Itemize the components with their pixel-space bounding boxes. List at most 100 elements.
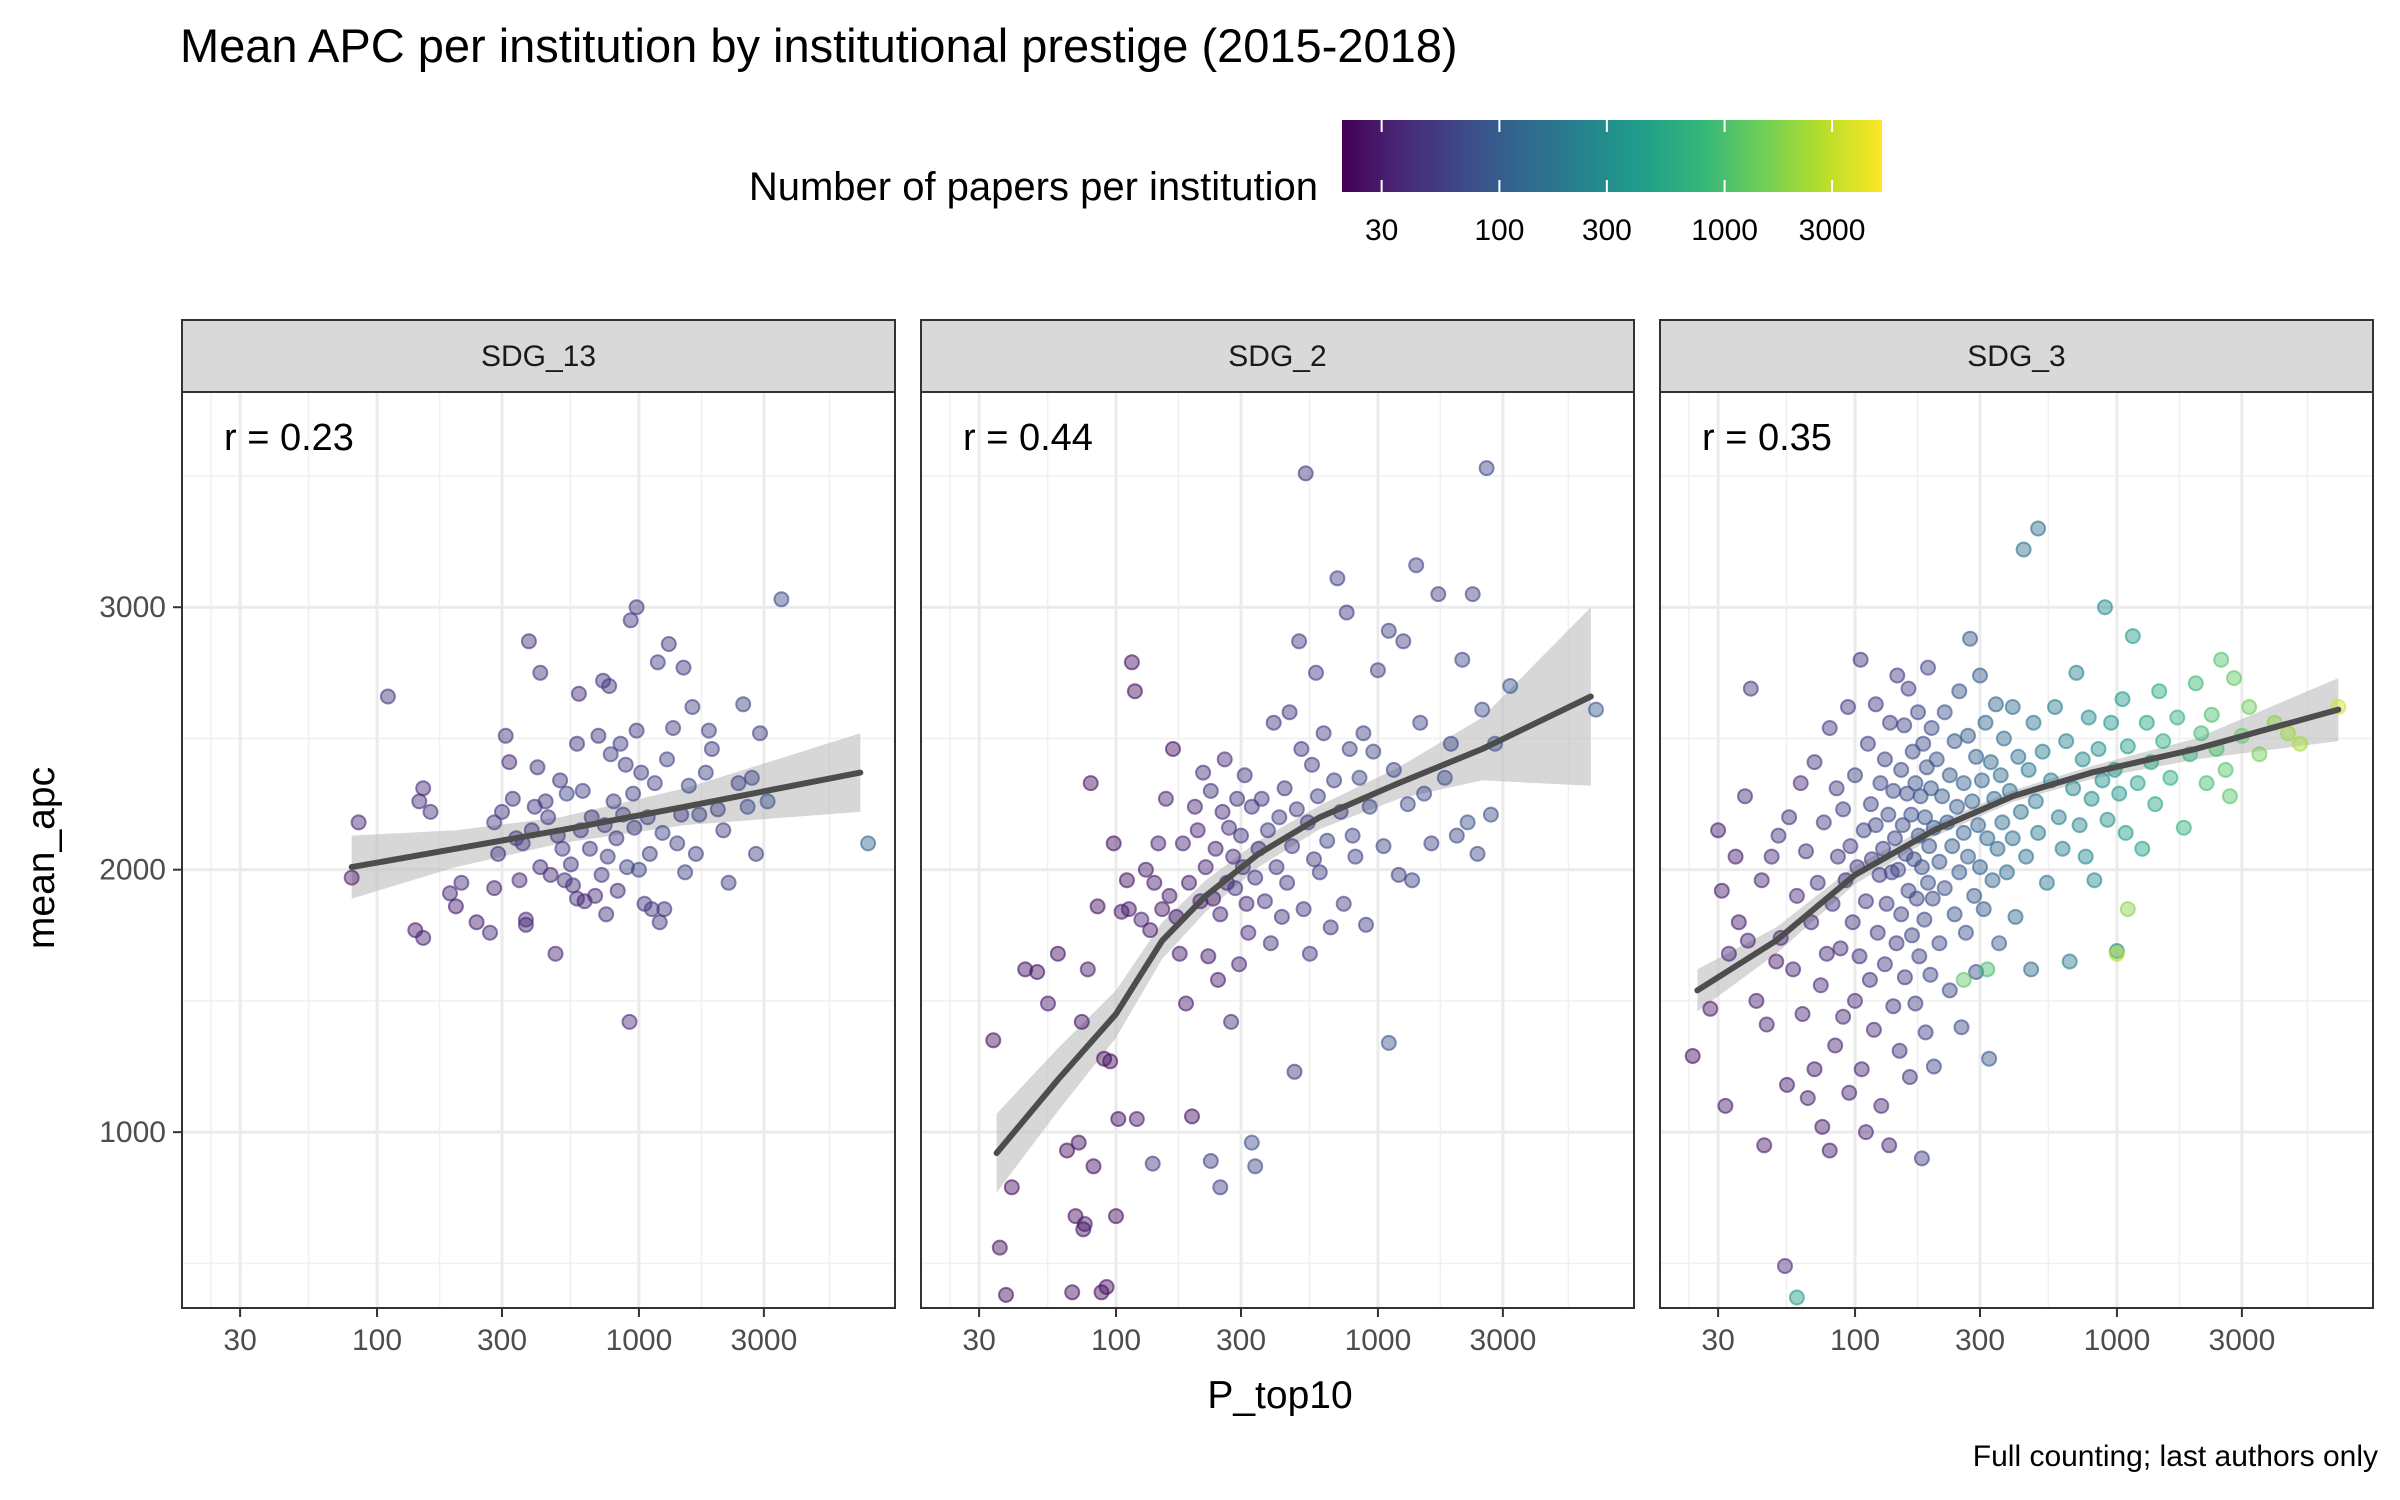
correlation-annotation: r = 0.35 <box>1702 417 1832 459</box>
data-point <box>1144 1155 1161 1172</box>
data-point <box>1912 788 1929 805</box>
data-point <box>540 809 557 826</box>
data-point <box>625 785 642 802</box>
y-tick-label: 2000 <box>99 854 166 887</box>
data-point <box>1459 814 1476 831</box>
color-legend-title: Number of papers per institution <box>749 165 1318 209</box>
data-point <box>1098 1279 1115 1295</box>
data-point <box>1949 798 1965 815</box>
legend-tick-label: 3000 <box>1799 214 1866 247</box>
plot-background <box>182 392 895 1308</box>
data-point <box>1893 906 1910 923</box>
data-point <box>1165 741 1181 757</box>
data-point <box>1380 1034 1397 1051</box>
correlation-annotation: r = 0.44 <box>963 417 1093 459</box>
legend-tick-label: 1000 <box>1691 214 1758 247</box>
x-tick-label: 300 <box>1216 1324 1266 1357</box>
data-point <box>1891 1042 1908 1059</box>
data-point <box>2020 761 2037 778</box>
data-point <box>2138 714 2155 731</box>
data-point <box>2198 775 2215 792</box>
data-point <box>1812 977 1829 994</box>
data-point <box>1464 586 1481 603</box>
data-point <box>1968 748 1985 765</box>
data-point <box>1777 1258 1793 1274</box>
data-point <box>2217 761 2234 778</box>
data-point <box>1867 696 1884 713</box>
data-point <box>602 746 619 763</box>
data-point <box>608 830 625 847</box>
legend-tick-label: 300 <box>1582 214 1632 247</box>
data-point <box>1893 761 1910 778</box>
data-point <box>1430 586 1447 603</box>
facet-strip-label: SDG_2 <box>1228 340 1326 373</box>
data-point <box>1964 793 1981 810</box>
data-point <box>2119 738 2136 755</box>
data-point <box>1920 874 1936 891</box>
data-point <box>1412 714 1429 731</box>
data-point <box>1821 1142 1838 1159</box>
data-point <box>633 764 650 781</box>
data-point <box>1395 633 1412 650</box>
data-point <box>1865 1021 1882 1038</box>
data-point <box>1416 785 1433 802</box>
data-point <box>1739 932 1756 949</box>
data-point <box>1216 751 1233 768</box>
legend-tick-label: 100 <box>1474 214 1524 247</box>
data-point <box>1809 874 1826 891</box>
data-point <box>1904 743 1921 760</box>
data-point <box>517 911 534 928</box>
data-point <box>622 612 639 629</box>
data-point <box>1404 872 1421 889</box>
data-point <box>1247 869 1264 886</box>
data-point <box>1200 948 1217 965</box>
data-point <box>1916 911 1933 928</box>
data-point <box>1265 714 1282 731</box>
data-point <box>1482 806 1499 823</box>
data-point <box>1082 775 1099 792</box>
data-point <box>1936 704 1953 721</box>
data-point <box>1867 817 1884 834</box>
data-point <box>2086 872 2103 889</box>
data-point <box>1341 741 1358 757</box>
data-point <box>2015 541 2032 558</box>
data-point <box>684 699 701 715</box>
data-point <box>1059 1142 1075 1159</box>
facet-strip <box>1659 319 2374 393</box>
data-point <box>2108 945 2125 962</box>
data-point <box>1907 995 1924 1012</box>
data-point <box>482 924 498 941</box>
confidence-band <box>996 607 1591 1193</box>
data-point <box>2094 772 2111 789</box>
data-point <box>1748 992 1765 1009</box>
data-point <box>1157 790 1174 807</box>
data-point <box>1944 838 1961 855</box>
data-point <box>1073 1013 1090 1030</box>
panel-sdg-13: SDG_13r = 0.23 30 100 300 1000 3000 1000 2000 30… <box>99 319 896 1357</box>
data-point <box>703 741 720 757</box>
panel-border <box>181 391 896 1309</box>
data-point <box>1871 866 1888 883</box>
data-point <box>2061 953 2078 970</box>
data-point <box>626 819 643 836</box>
data-point <box>2193 725 2210 742</box>
data-point <box>1876 751 1893 768</box>
data-point <box>2054 840 2071 857</box>
data-point <box>1781 809 1798 826</box>
data-point <box>1291 633 1308 650</box>
data-point <box>660 636 677 652</box>
data-point <box>1941 982 1958 999</box>
data-point <box>2065 780 2082 797</box>
data-point <box>752 725 768 742</box>
data-point <box>1901 1069 1918 1085</box>
data-point <box>1998 864 2015 881</box>
x-tick-label: 100 <box>1091 1324 1141 1357</box>
data-point <box>1029 964 1046 980</box>
data-point <box>1835 1008 1852 1025</box>
data-point <box>621 1013 638 1030</box>
y-axis-title: mean_apc <box>20 767 63 949</box>
data-point <box>1885 782 1902 799</box>
data-point <box>2010 748 2027 765</box>
data-point <box>1358 916 1374 933</box>
chart-title: Mean APC per institution by institutiona… <box>180 19 1458 72</box>
